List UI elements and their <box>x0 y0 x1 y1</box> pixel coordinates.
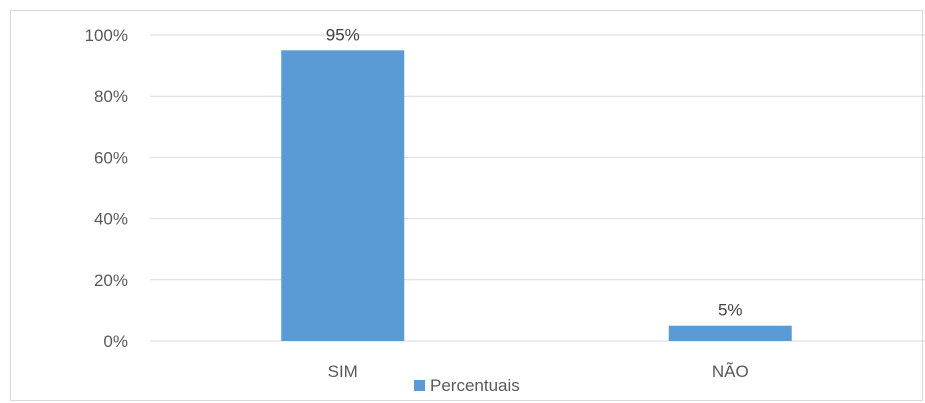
x-axis-tick-labels: SIM NÃO <box>328 362 749 381</box>
data-label: 95% <box>326 25 360 44</box>
y-axis-tick-labels: 0% 20% 40% 60% 80% 100% <box>85 26 128 351</box>
y-tick-label: 20% <box>94 271 128 290</box>
y-tick-label: 100% <box>85 26 128 45</box>
x-tick-label: SIM <box>328 362 358 381</box>
bars <box>281 50 792 342</box>
y-tick-label: 0% <box>103 332 128 351</box>
y-tick-label: 60% <box>94 148 128 167</box>
data-label: 5% <box>718 301 743 320</box>
y-tick-label: 80% <box>94 87 128 106</box>
legend-swatch <box>414 380 425 391</box>
data-labels: 95% 5% <box>326 25 743 319</box>
legend-label: Percentuais <box>430 376 520 395</box>
bar <box>281 50 405 342</box>
legend: Percentuais <box>414 376 520 395</box>
gridlines <box>150 34 925 342</box>
y-tick-label: 40% <box>94 210 128 229</box>
bar <box>668 325 792 341</box>
x-tick-label: NÃO <box>712 362 749 381</box>
